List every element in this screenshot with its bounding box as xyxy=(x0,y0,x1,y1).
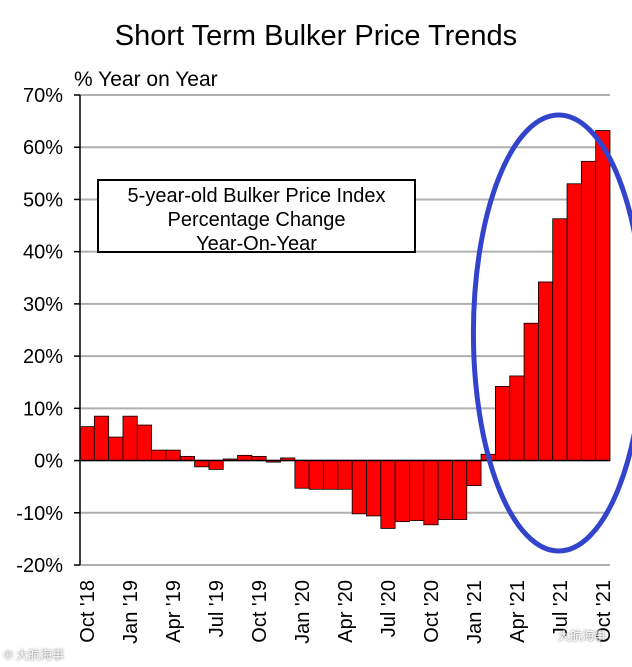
y-tick-label: 0% xyxy=(34,451,63,473)
bar xyxy=(580,160,597,461)
x-tick-label: Jan '21 xyxy=(464,580,486,644)
bars xyxy=(79,130,611,529)
watermark-text: 大航海事 xyxy=(558,629,607,643)
y-tick-label: 20% xyxy=(23,346,63,368)
axes xyxy=(74,94,610,566)
x-tick-labels: Oct '18 Jan '19 Apr '19 Jul '19 Oct '19 Jan '… xyxy=(77,580,615,644)
annotation-box: 5-year-old Bulker Price Index Percentage… xyxy=(97,179,416,255)
bar xyxy=(323,460,339,490)
bar xyxy=(523,322,539,461)
x-tick-label: Jul '19 xyxy=(206,580,228,637)
x-tick-label: Oct '18 xyxy=(77,580,99,643)
bar xyxy=(237,454,253,461)
x-tick-label: Jul '20 xyxy=(378,580,400,637)
bar xyxy=(337,460,353,490)
bar xyxy=(93,415,110,461)
bar xyxy=(308,460,324,490)
bar xyxy=(495,385,511,461)
chart-title: Short Term Bulker Price Trends xyxy=(114,20,518,52)
x-tick-label: Oct '19 xyxy=(249,580,271,643)
watermark-logo: ℗ 大航海事 xyxy=(4,648,65,662)
x-tick-label: Apr '21 xyxy=(507,580,529,643)
annotation-line-3: Year-On-Year xyxy=(196,233,317,255)
bar xyxy=(122,415,138,461)
annotation-line-2: Percentage Change xyxy=(167,209,346,231)
bar xyxy=(595,130,611,461)
y-tick-label: 30% xyxy=(23,294,63,316)
bar xyxy=(452,460,468,520)
bar xyxy=(366,460,382,517)
annotation-line-1: 5-year-old Bulker Price Index xyxy=(127,185,386,207)
bar xyxy=(394,460,410,523)
bar xyxy=(466,460,482,487)
bar xyxy=(294,460,310,489)
bar xyxy=(437,460,453,520)
x-tick-label: Jan '19 xyxy=(120,580,142,644)
bar xyxy=(509,375,525,461)
x-tick-label: Oct '20 xyxy=(421,580,443,643)
y-tick-label: 70% xyxy=(23,85,63,107)
bar xyxy=(552,218,568,461)
y-tick-label: 50% xyxy=(23,189,63,211)
y-tick-label: -10% xyxy=(16,503,63,525)
bar xyxy=(566,183,582,461)
bar xyxy=(165,449,181,461)
bar xyxy=(136,424,153,461)
x-tick-label: Jan '20 xyxy=(292,580,314,644)
bar xyxy=(208,460,224,470)
y-tick-label: 60% xyxy=(23,137,63,159)
bar xyxy=(351,460,367,515)
bar xyxy=(108,436,124,461)
y-axis-label: % Year on Year xyxy=(74,68,218,91)
bar xyxy=(537,281,554,461)
y-tick-labels: 70% 60% 50% 40% 30% 20% 10% 0% -10% -20% xyxy=(16,85,63,577)
highlight-ellipse xyxy=(470,112,632,554)
y-tick-label: -20% xyxy=(16,555,63,577)
bar xyxy=(423,460,439,526)
x-tick-label: Apr '20 xyxy=(335,580,357,643)
x-tick-label: Oct '21 xyxy=(593,580,615,643)
highlight-layer xyxy=(470,112,632,554)
x-tick-label: Jul '21 xyxy=(550,580,572,637)
y-tick-label: 40% xyxy=(23,242,63,264)
bar xyxy=(151,449,167,461)
bar xyxy=(79,426,95,461)
x-tick-label: Apr '19 xyxy=(163,580,185,643)
y-tick-label: 10% xyxy=(23,398,63,420)
bar xyxy=(194,460,210,468)
bar xyxy=(409,460,425,522)
bar xyxy=(380,460,396,529)
